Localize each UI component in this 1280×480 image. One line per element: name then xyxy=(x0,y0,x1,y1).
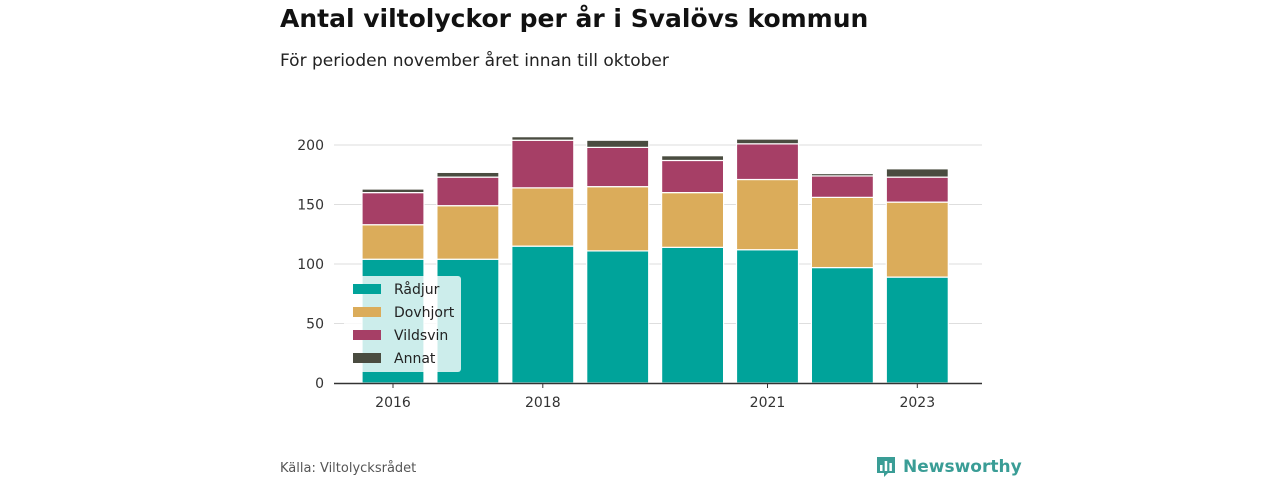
y-tick-label: 50 xyxy=(306,317,324,333)
bar-segment xyxy=(810,175,875,198)
bar-segment xyxy=(361,188,425,194)
x-tick-label: 2016 xyxy=(375,395,411,411)
bar-segment xyxy=(660,192,725,248)
legend-swatch xyxy=(353,284,381,294)
legend-label: Annat xyxy=(394,351,436,367)
legend-label: Dovhjort xyxy=(394,305,455,321)
bar-segment xyxy=(361,192,425,226)
brand-logo[interactable]: Newsworthy xyxy=(875,455,1022,479)
bar-segment xyxy=(586,186,650,252)
chart-subtitle: För perioden november året innan till ok… xyxy=(280,51,669,71)
brand-name: Newsworthy xyxy=(903,457,1022,477)
chart-title: Antal viltolyckor per år i Svalövs kommu… xyxy=(280,4,869,33)
bar-segment xyxy=(810,266,875,384)
legend-label: Rådjur xyxy=(394,281,440,298)
legend-label: Vildsvin xyxy=(394,328,448,344)
y-tick-label: 100 xyxy=(297,257,324,273)
bar-segment xyxy=(810,196,875,269)
legend-box xyxy=(344,276,461,372)
bar-segment xyxy=(511,187,575,247)
bar-segment xyxy=(586,139,650,148)
bar-segment xyxy=(436,176,500,207)
bar-segment xyxy=(885,168,949,178)
bar-segment xyxy=(660,155,725,162)
newsworthy-logo-icon xyxy=(877,457,895,477)
y-tick-label: 200 xyxy=(297,138,324,154)
x-tick-label: 2023 xyxy=(899,395,935,411)
bar-segment xyxy=(586,146,650,188)
bar-segment xyxy=(885,276,949,384)
x-tick-label: 2021 xyxy=(750,395,786,411)
bar-segment xyxy=(511,136,575,141)
bar-segment xyxy=(511,139,575,189)
bar-segment xyxy=(735,178,800,251)
bar-segment xyxy=(436,205,500,260)
bar-segment xyxy=(660,246,725,384)
bar-segment xyxy=(735,138,800,145)
legend-swatch xyxy=(353,307,381,317)
legend-swatch xyxy=(353,330,381,340)
y-tick-label: 150 xyxy=(297,198,324,214)
y-tick-label: 0 xyxy=(315,376,324,392)
source-note: Källa: Viltolycksrådet xyxy=(280,461,417,476)
bar-segment xyxy=(660,159,725,194)
bar-segment xyxy=(885,201,949,278)
bar-segment xyxy=(511,245,575,384)
bar-segment xyxy=(810,172,875,177)
bar-segment xyxy=(361,224,425,260)
x-tick-label: 2018 xyxy=(525,395,561,411)
legend-swatch xyxy=(353,353,381,363)
bar-segment xyxy=(885,176,949,203)
bar-segment xyxy=(586,250,650,384)
bar-segment xyxy=(735,143,800,181)
bar-segment xyxy=(735,249,800,384)
bar-segment xyxy=(436,171,500,178)
